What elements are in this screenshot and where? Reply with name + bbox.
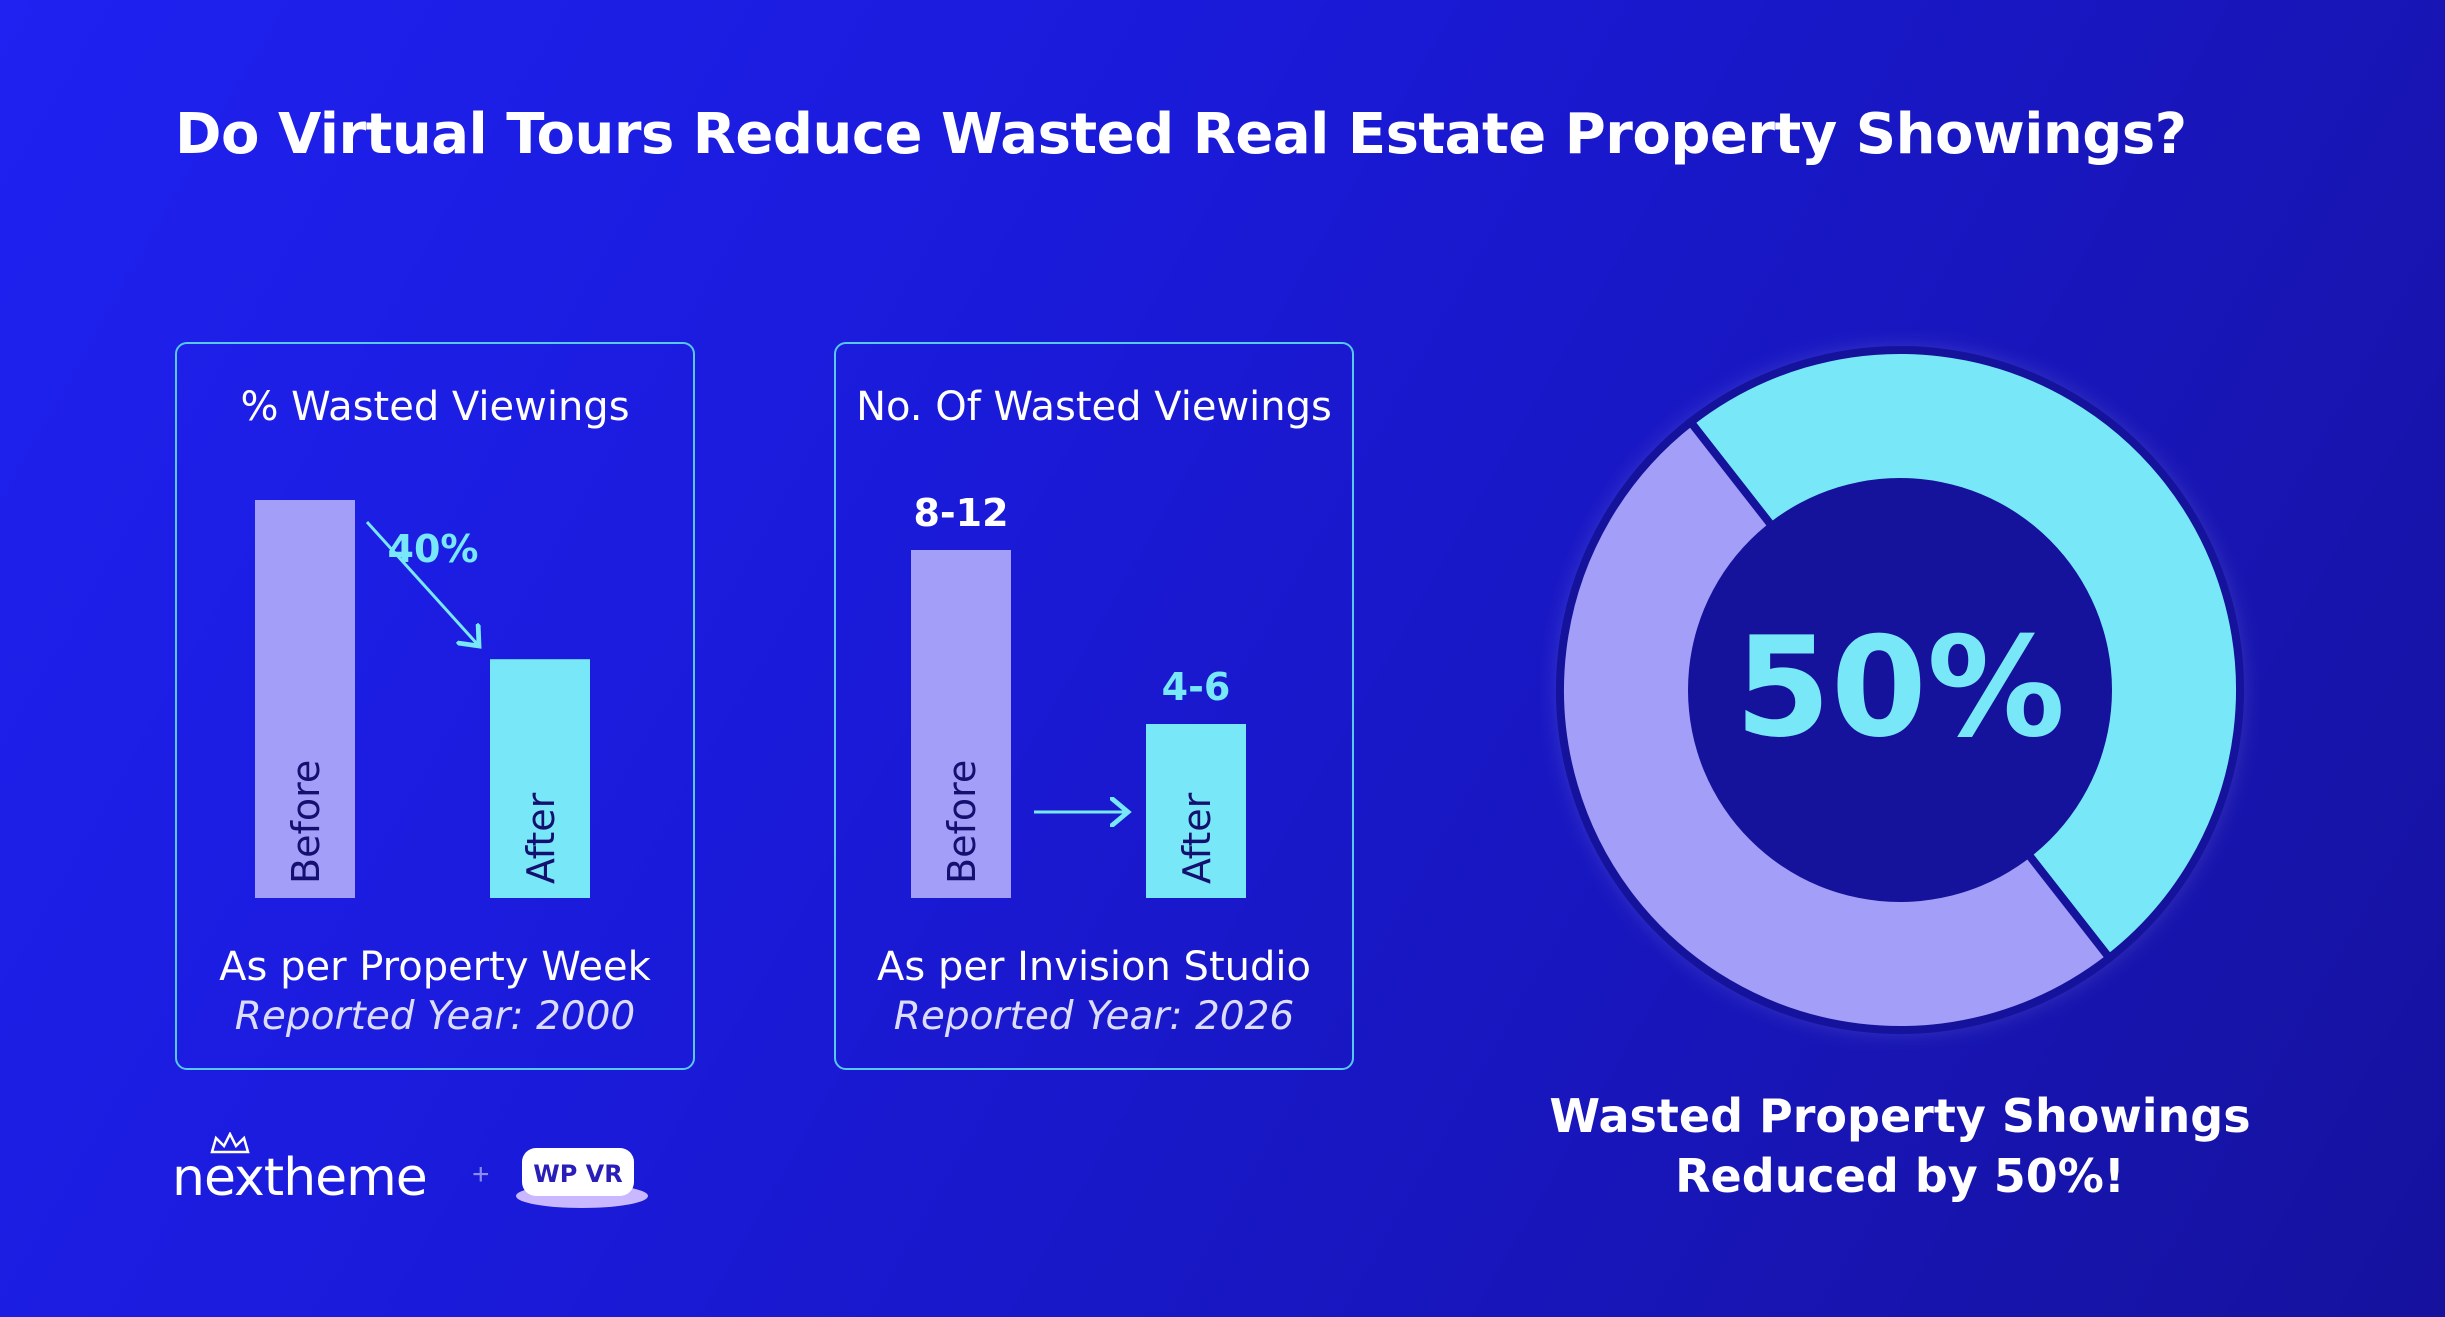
brand-logos: nextheme + WP VR [172, 1132, 692, 1220]
change-label: 40% [388, 527, 479, 571]
decrease-arrow [365, 520, 479, 646]
number-wasted-chart: 8-12 4-6 Before After [911, 491, 1246, 898]
crown-icon [210, 1132, 250, 1154]
bar-label-before: Before [284, 760, 328, 884]
bar-after [1146, 724, 1246, 898]
wpvr-logo: WP VR [516, 1148, 648, 1208]
page-title: Do Virtual Tours Reduce Wasted Real Esta… [175, 102, 2187, 167]
donut-center-label: 50% [1735, 607, 2065, 768]
bar-label-after: After [519, 792, 563, 884]
caption-line-2: Reduced by 50%! [1675, 1149, 2125, 1203]
percent-wasted-card: % Wasted Viewings Before After 40% As pe… [175, 342, 695, 1070]
value-label-after: 4-6 [1162, 665, 1231, 709]
value-label-before: 8-12 [913, 491, 1008, 535]
reduction-donut-chart: 50% [1556, 346, 2244, 1034]
bar-after [490, 659, 590, 898]
logo-separator: + [472, 1158, 490, 1191]
caption-line-1: Wasted Property Showings [1549, 1089, 2251, 1143]
bar-label-after: After [1175, 792, 1219, 884]
percent-wasted-chart: Before After 40% [255, 500, 590, 898]
source-label: As per Property Week [219, 944, 651, 990]
bar-before [911, 550, 1011, 898]
wpvr-logo-text: WP VR [533, 1160, 622, 1188]
chart-title: No. Of Wasted Viewings [856, 384, 1332, 430]
chart-title: % Wasted Viewings [240, 384, 630, 430]
nextheme-logo: nextheme [172, 1148, 428, 1208]
reported-year: Reported Year: 2026 [893, 994, 1295, 1039]
reported-year: Reported Year: 2000 [234, 994, 636, 1039]
bar-before [255, 500, 355, 898]
donut-caption: Wasted Property Showings Reduced by 50%! [1480, 1086, 2320, 1206]
source-label: As per Invision Studio [877, 944, 1311, 990]
donut-center [1688, 478, 2112, 902]
number-wasted-card: No. Of Wasted Viewings 8-12 4-6 Before A… [834, 342, 1354, 1070]
bar-label-before: Before [940, 760, 984, 884]
